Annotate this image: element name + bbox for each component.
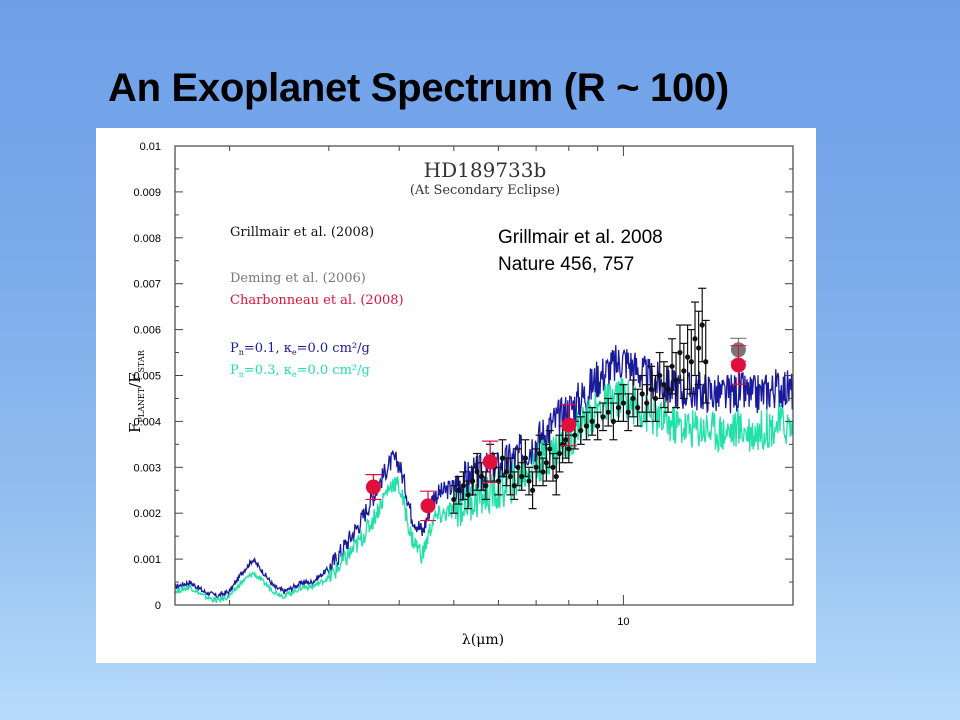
data-point-grillmair xyxy=(681,368,687,374)
data-point-grillmair xyxy=(699,322,705,328)
y-tick-label: 0.009 xyxy=(133,187,161,199)
spectrum-chart: 0 0.001 0.002 0.003 0.004 0.005 0.006 0.007 0.00… xyxy=(126,141,794,648)
data-point-grillmair xyxy=(583,423,590,429)
data-point-grillmair xyxy=(515,464,521,470)
data-point-charbonneau xyxy=(561,417,577,433)
data-point-grillmair xyxy=(600,414,606,420)
citation: Grillmair et al. 2008 Nature 456, 757 xyxy=(498,224,663,278)
data-point-charbonneau xyxy=(482,454,498,470)
data-point-charbonneau xyxy=(365,479,381,495)
data-point-grillmair xyxy=(451,496,457,503)
spectrum-figure: 0 0.001 0.002 0.003 0.004 0.005 0.006 0.007 0.00… xyxy=(96,128,816,663)
data-point-grillmair xyxy=(530,487,536,493)
data-point-grillmair xyxy=(652,395,659,402)
data-point-grillmair xyxy=(507,473,513,480)
y-tick-label: 0 xyxy=(155,600,161,612)
data-point-charbonneau xyxy=(730,357,746,373)
data-point-grillmair xyxy=(648,386,654,392)
data-point-grillmair xyxy=(474,469,480,475)
data-point-grillmair xyxy=(526,478,532,484)
model-line-pn03 xyxy=(174,376,794,604)
data-point-grillmair xyxy=(578,427,584,434)
data-point-grillmair xyxy=(625,409,631,415)
data-point-grillmair xyxy=(503,469,510,475)
citation-journal: Nature 456, 757 xyxy=(498,254,635,275)
legend-deming: Deming et al. (2006) xyxy=(230,271,366,286)
legend-charbonneau: Charbonneau et al. (2008) xyxy=(230,293,404,308)
data-point-grillmair xyxy=(620,400,626,406)
data-point-grillmair xyxy=(478,473,485,480)
data-point-grillmair xyxy=(460,483,466,489)
data-point-grillmair xyxy=(556,450,563,457)
data-point-grillmair xyxy=(644,400,650,406)
y-tick-label: 0.001 xyxy=(133,554,161,566)
data-point-grillmair xyxy=(605,409,611,415)
y-tick-label: 0.008 xyxy=(133,233,161,245)
data-point-grillmair xyxy=(547,446,553,452)
data-point-grillmair xyxy=(553,473,559,480)
legend: Grillmair et al. (2008) Deming et al. (2… xyxy=(230,225,404,379)
data-point-grillmair xyxy=(610,418,617,424)
data-point-grillmair xyxy=(533,464,539,470)
chart-title: HD189733b xyxy=(424,158,547,182)
x-axis-label: λ(μm) xyxy=(462,632,504,648)
y-tick-label: 0.007 xyxy=(133,279,161,291)
data-point-grillmair xyxy=(688,359,694,365)
data-point-grillmair xyxy=(657,372,663,379)
data-point-grillmair xyxy=(456,487,462,493)
legend-grillmair: Grillmair et al. (2008) xyxy=(230,225,374,240)
y-tick-label: 0.006 xyxy=(133,325,161,337)
y-tick-label: 0.003 xyxy=(133,462,161,474)
y-tick-label: 0.004 xyxy=(133,416,161,428)
slide-title: An Exoplanet Spectrum (R ~ 100) xyxy=(108,66,729,110)
data-point-grillmair xyxy=(684,354,691,360)
data-point-grillmair xyxy=(703,359,709,365)
data-point-grillmair xyxy=(563,437,569,443)
y-tick-label: 0.01 xyxy=(140,141,161,153)
data-point-grillmair xyxy=(669,363,675,369)
y-tick-label: 0.002 xyxy=(133,508,161,520)
data-point-grillmair xyxy=(540,469,546,475)
data-point-grillmair xyxy=(639,391,645,397)
data-point-grillmair xyxy=(696,345,702,351)
data-point-grillmair xyxy=(543,460,549,466)
data-point-grillmair xyxy=(470,478,476,484)
observed-data xyxy=(365,287,747,522)
data-point-grillmair xyxy=(566,446,572,452)
data-point-grillmair xyxy=(692,336,698,342)
data-point-grillmair xyxy=(522,455,529,461)
x-tick-label: 10 xyxy=(617,616,629,628)
data-point-grillmair xyxy=(661,382,667,388)
data-point-grillmair xyxy=(572,432,578,438)
data-point-grillmair xyxy=(536,450,543,457)
legend-model-pn03: Pn=0.3, κe=0.0 cm²/g xyxy=(230,363,370,379)
model-spectra xyxy=(174,345,794,604)
axes: 0 0.001 0.002 0.003 0.004 0.005 0.006 0.007 0.00… xyxy=(133,141,794,628)
y-tick-label: 0.005 xyxy=(133,371,161,383)
data-point-grillmair xyxy=(635,405,641,411)
data-point-grillmair xyxy=(595,423,601,429)
data-point-grillmair xyxy=(483,483,489,489)
data-point-charbonneau xyxy=(420,498,436,514)
citation-authors: Grillmair et al. 2008 xyxy=(498,227,663,248)
data-point-grillmair xyxy=(589,418,595,424)
data-point-grillmair xyxy=(665,386,671,392)
chart-subtitle: (At Secondary Eclipse) xyxy=(410,183,560,198)
data-point-grillmair xyxy=(465,492,471,498)
data-point-grillmair xyxy=(550,464,556,470)
data-point-grillmair xyxy=(615,405,622,411)
legend-model-pn01: Pn=0.1, κe=0.0 cm²/g xyxy=(230,341,370,357)
data-point-grillmair xyxy=(677,349,683,356)
y-axis-label: FPLANET/FSTAR xyxy=(126,349,146,433)
data-point-grillmair xyxy=(630,395,636,402)
